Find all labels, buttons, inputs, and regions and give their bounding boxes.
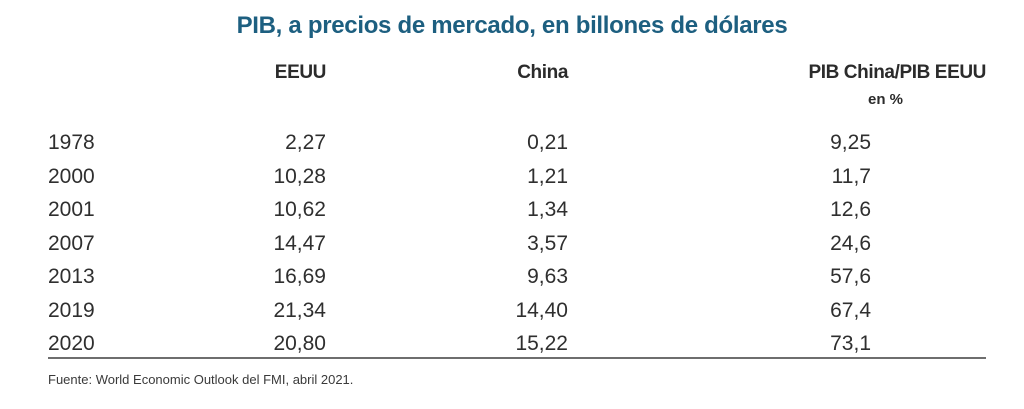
column-subtitle-percent: en % bbox=[867, 91, 903, 108]
cell-eeuu: 10,28 bbox=[273, 164, 326, 188]
cell-ratio: 9,25 bbox=[830, 131, 871, 154]
cell-eeuu: 21,34 bbox=[273, 298, 326, 322]
cell-eeuu: 10,62 bbox=[273, 198, 326, 221]
column-header-china: China bbox=[517, 62, 568, 83]
column-header-ratio: PIB China/PIB EEUU bbox=[808, 62, 986, 83]
row-year: 2020 bbox=[48, 332, 95, 355]
table-row: 1978 2,27 0,21 9,25 bbox=[0, 131, 1024, 163]
table-title: PIB, a precios de mercado, en billones d… bbox=[236, 12, 788, 39]
cell-china: 1,21 bbox=[527, 164, 568, 188]
row-year: 2007 bbox=[48, 231, 95, 255]
row-year: 2013 bbox=[48, 265, 95, 288]
row-year: 1978 bbox=[48, 131, 95, 154]
row-year: 2019 bbox=[48, 298, 95, 322]
table-row: 2001 10,62 1,34 12,6 bbox=[0, 198, 1024, 230]
bottom-rule bbox=[48, 357, 986, 359]
cell-china: 3,57 bbox=[527, 231, 568, 255]
table-row: 2007 14,47 3,57 24,6 bbox=[0, 232, 1024, 264]
table-row: 2020 20,80 15,22 73,1 bbox=[0, 332, 1024, 364]
cell-ratio: 57,6 bbox=[830, 265, 871, 288]
cell-eeuu: 14,47 bbox=[273, 231, 326, 255]
cell-eeuu: 16,69 bbox=[273, 265, 326, 288]
table-row: 2019 21,34 14,40 67,4 bbox=[0, 299, 1024, 331]
cell-ratio: 11,7 bbox=[831, 164, 871, 188]
source-note: Fuente: World Economic Outlook del FMI, … bbox=[48, 372, 354, 387]
cell-china: 0,21 bbox=[527, 131, 568, 154]
row-year: 2000 bbox=[48, 164, 95, 188]
cell-china: 1,34 bbox=[527, 198, 568, 221]
table-row: 2000 10,28 1,21 11,7 bbox=[0, 165, 1024, 197]
cell-eeuu: 2,27 bbox=[285, 131, 326, 154]
cell-ratio: 67,4 bbox=[830, 298, 871, 322]
row-year: 2001 bbox=[48, 198, 95, 221]
column-header-eeuu: EEUU bbox=[274, 62, 327, 83]
cell-ratio: 24,6 bbox=[830, 231, 871, 255]
cell-china: 9,63 bbox=[527, 265, 568, 288]
cell-china: 14,40 bbox=[515, 298, 568, 322]
cell-eeuu: 20,80 bbox=[273, 332, 326, 355]
table-row: 2013 16,69 9,63 57,6 bbox=[0, 265, 1024, 297]
cell-china: 15,22 bbox=[515, 332, 568, 355]
cell-ratio: 12,6 bbox=[830, 198, 871, 221]
cell-ratio: 73,1 bbox=[830, 332, 871, 355]
